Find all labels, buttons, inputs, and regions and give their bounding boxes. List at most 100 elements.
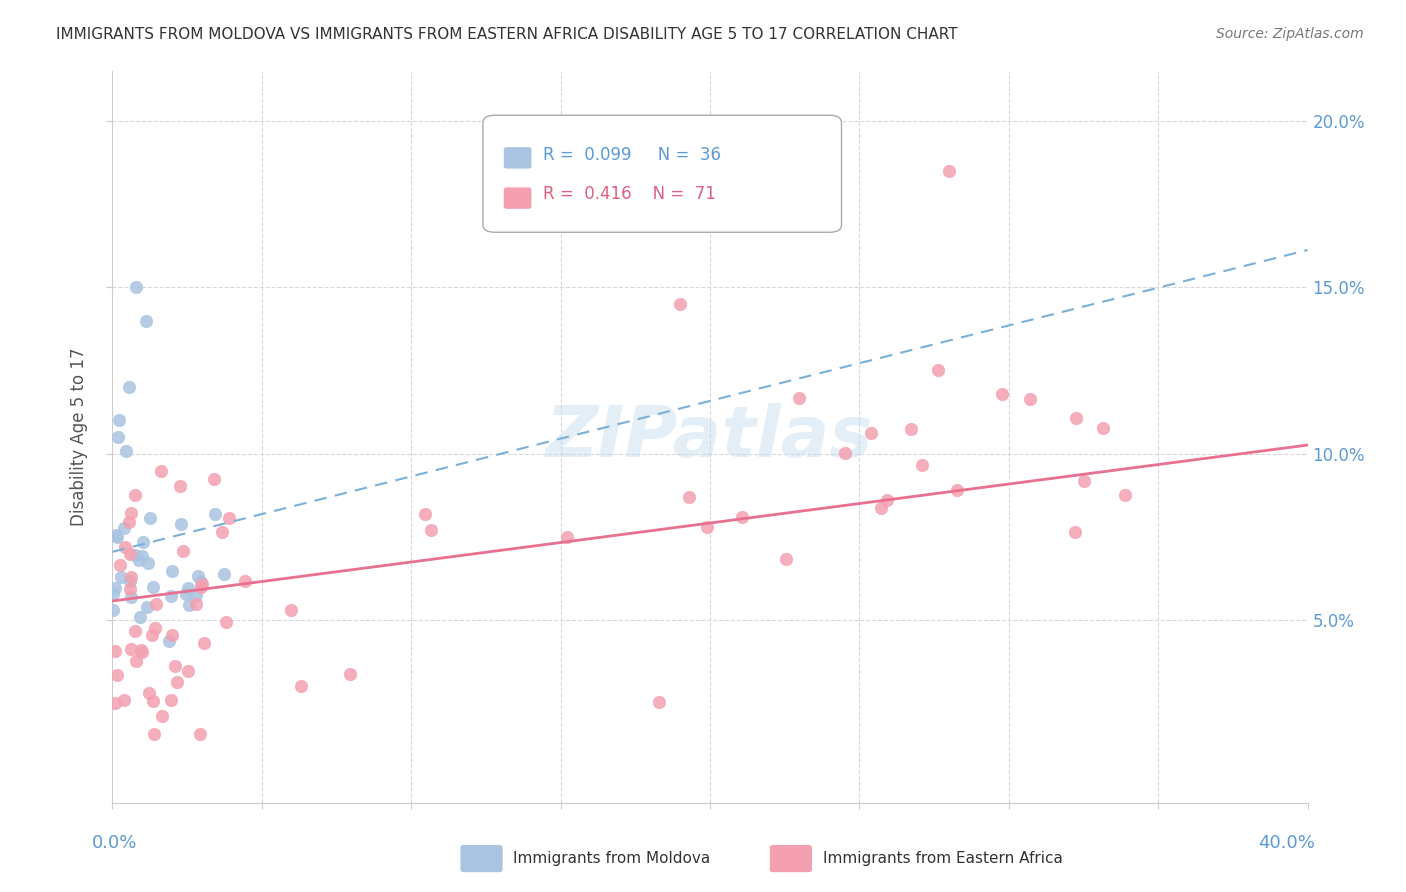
Point <box>678 490 700 504</box>
Point <box>143 622 166 636</box>
Point <box>215 615 238 630</box>
Text: R =  0.099     N =  36: R = 0.099 N = 36 <box>543 145 721 164</box>
Text: 40.0%: 40.0% <box>1258 834 1315 852</box>
Point <box>125 654 148 668</box>
Point <box>775 551 797 566</box>
Point <box>118 582 141 596</box>
Point <box>160 692 183 706</box>
Point <box>124 548 146 562</box>
Point <box>107 413 129 427</box>
Point <box>787 391 810 405</box>
Point <box>138 686 160 700</box>
Point <box>202 472 225 486</box>
Point <box>120 569 142 583</box>
Point <box>145 597 167 611</box>
Point <box>150 464 173 478</box>
Point <box>131 549 153 563</box>
Point <box>731 509 754 524</box>
Point <box>1064 524 1087 539</box>
Point <box>105 527 128 541</box>
Point <box>179 598 201 612</box>
Point <box>696 519 718 533</box>
Point <box>125 280 148 294</box>
Point <box>112 521 135 535</box>
Point <box>118 515 141 529</box>
Point <box>104 644 127 658</box>
Text: 0.0%: 0.0% <box>91 834 136 852</box>
Point <box>174 587 197 601</box>
Point <box>124 488 146 502</box>
Point <box>141 628 163 642</box>
Point <box>870 500 893 515</box>
Point <box>101 603 124 617</box>
Point <box>139 511 162 525</box>
Point <box>141 580 163 594</box>
Point <box>120 590 142 604</box>
Point <box>218 511 240 525</box>
FancyBboxPatch shape <box>505 148 531 168</box>
Point <box>648 696 671 710</box>
Point <box>142 727 165 741</box>
Point <box>115 443 138 458</box>
Point <box>108 558 131 572</box>
Point <box>1073 475 1095 489</box>
Point <box>105 530 128 544</box>
Point <box>129 643 152 657</box>
Point <box>290 679 312 693</box>
Point <box>101 587 124 601</box>
Point <box>134 314 156 328</box>
Point <box>132 534 155 549</box>
Point <box>190 574 212 589</box>
Point <box>166 674 188 689</box>
Point <box>187 568 209 582</box>
Point <box>184 597 207 611</box>
Y-axis label: Disability Age 5 to 17: Disability Age 5 to 17 <box>70 348 89 526</box>
Point <box>124 624 146 639</box>
Point <box>114 540 136 554</box>
Point <box>172 544 194 558</box>
Text: Source: ZipAtlas.com: Source: ZipAtlas.com <box>1216 27 1364 41</box>
Point <box>211 525 233 540</box>
Point <box>938 164 960 178</box>
Point <box>169 479 191 493</box>
Point <box>157 633 180 648</box>
Point <box>128 553 150 567</box>
Point <box>104 696 127 710</box>
Point <box>339 667 361 681</box>
Text: R =  0.416    N =  71: R = 0.416 N = 71 <box>543 186 716 203</box>
FancyBboxPatch shape <box>505 188 531 208</box>
Point <box>170 517 193 532</box>
Point <box>190 726 212 740</box>
Point <box>1114 488 1136 502</box>
FancyBboxPatch shape <box>484 115 842 232</box>
Point <box>118 574 141 588</box>
Point <box>190 577 212 591</box>
Point <box>131 645 153 659</box>
Point <box>142 694 165 708</box>
Point <box>859 425 882 440</box>
Point <box>204 507 226 521</box>
Point <box>212 567 235 582</box>
Point <box>1064 410 1087 425</box>
Text: ZIPatlas: ZIPatlas <box>547 402 873 472</box>
Point <box>669 297 692 311</box>
Point <box>177 665 200 679</box>
Text: IMMIGRANTS FROM MOLDOVA VS IMMIGRANTS FROM EASTERN AFRICA DISABILITY AGE 5 TO 17: IMMIGRANTS FROM MOLDOVA VS IMMIGRANTS FR… <box>56 27 957 42</box>
Point <box>186 588 208 602</box>
Point <box>129 610 152 624</box>
Point <box>105 668 128 682</box>
Point <box>945 483 967 498</box>
Point <box>193 636 215 650</box>
Point <box>911 458 934 472</box>
Point <box>120 506 142 520</box>
Point <box>104 581 127 595</box>
Point <box>112 693 135 707</box>
Point <box>876 493 898 508</box>
Point <box>120 548 142 562</box>
Point <box>150 709 173 723</box>
Point <box>160 565 183 579</box>
Point <box>110 570 132 584</box>
Point <box>160 590 183 604</box>
Point <box>1018 392 1040 407</box>
Point <box>177 581 200 595</box>
